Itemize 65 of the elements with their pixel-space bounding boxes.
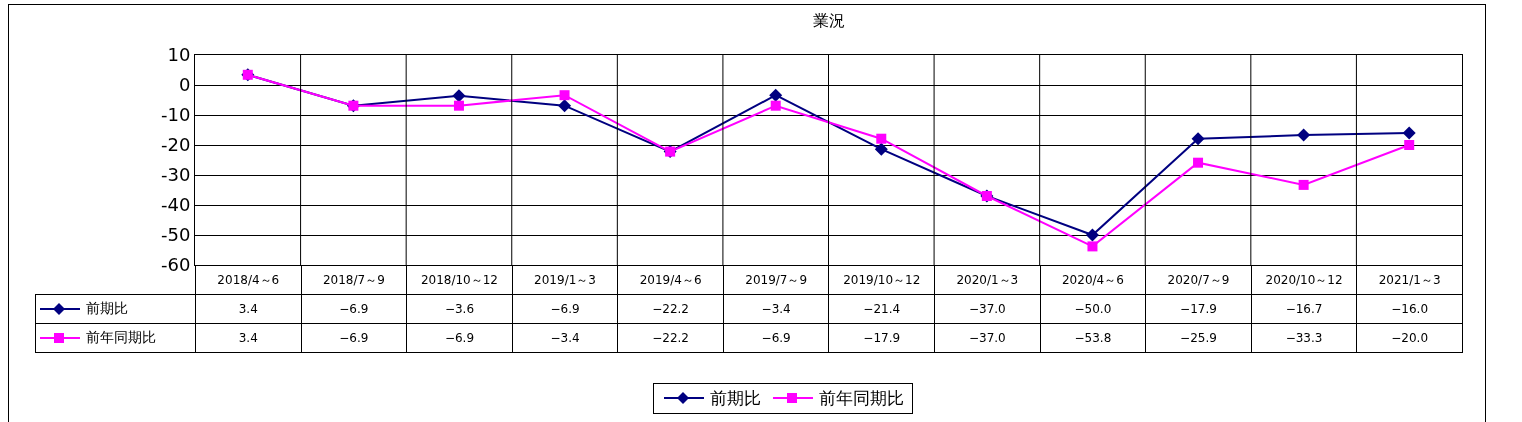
data-label: −3.4	[512, 323, 618, 353]
data-label: −16.7	[1251, 294, 1357, 324]
data-label: −25.9	[1145, 323, 1252, 353]
text: 前年同期比	[819, 387, 904, 408]
y-tick-label: 0	[178, 74, 191, 96]
data-label: −37.0	[934, 323, 1041, 353]
data-label: −21.4	[828, 294, 935, 324]
data-label: −3.4	[723, 294, 829, 324]
point	[876, 133, 887, 144]
point	[770, 100, 781, 111]
x-tick-label: 2020/4～6	[1040, 265, 1146, 295]
y-tick-label: -30	[160, 164, 191, 186]
x-tick-label: 2020/7～9	[1145, 265, 1252, 295]
y-tick-label: -40	[160, 194, 191, 216]
data-label: −37.0	[934, 294, 1041, 324]
y-tick-label: -50	[160, 224, 191, 246]
x-tick-label: 2020/10～12	[1251, 265, 1357, 295]
point	[1404, 140, 1415, 150]
point	[453, 100, 464, 111]
point	[1402, 126, 1416, 140]
x-tick-label: 2020/1～3	[934, 265, 1041, 295]
point	[1193, 157, 1204, 168]
legend-label: 前年同期比	[86, 329, 156, 345]
data-label: −6.9	[723, 323, 829, 353]
point	[558, 99, 572, 113]
x-tick-label: 2018/7～9	[301, 265, 407, 295]
data-label: 3.4	[195, 323, 302, 353]
data-label: −20.0	[1356, 323, 1463, 353]
x-tick-label: 2019/4～6	[617, 265, 724, 295]
data-label: −6.9	[512, 294, 618, 324]
data-label: −53.8	[1040, 323, 1146, 353]
y-tick-label: -10	[160, 104, 191, 126]
y-tick-label: -20	[160, 134, 191, 156]
point	[769, 88, 783, 102]
data-label: −22.2	[617, 294, 724, 324]
data-label: −33.3	[1251, 323, 1357, 353]
data-label: −6.9	[301, 294, 407, 324]
point	[1085, 228, 1099, 242]
x-tick-label: 2018/10～12	[406, 265, 513, 295]
x-tick-label: 2019/7～9	[723, 265, 829, 295]
x-tick-label: 2021/1～3	[1356, 265, 1463, 295]
x-tick-label: 2018/4～6	[195, 265, 302, 295]
data-label: 3.4	[195, 294, 302, 324]
y-tick-label: -60	[160, 254, 191, 276]
chart-title: 業況	[812, 10, 845, 30]
legend-label: 前期比	[86, 300, 128, 316]
point	[559, 90, 570, 101]
text: 前期比	[710, 387, 761, 408]
point	[1087, 241, 1098, 252]
point	[874, 142, 888, 156]
point	[1298, 179, 1309, 190]
data-label: −6.9	[301, 323, 407, 353]
data-label: −3.6	[406, 294, 513, 324]
y-tick-label: 10	[167, 44, 191, 66]
data-label: −22.2	[617, 323, 724, 353]
data-label: −16.0	[1356, 294, 1463, 324]
data-label: −6.9	[406, 323, 513, 353]
point	[1191, 132, 1205, 146]
data-label: −50.0	[1040, 294, 1146, 324]
point	[452, 89, 466, 103]
data-label: −17.9	[1145, 294, 1252, 324]
x-tick-label: 2019/1～3	[512, 265, 618, 295]
point	[1297, 128, 1311, 142]
data-label: −17.9	[828, 323, 935, 353]
x-tick-label: 2019/10～12	[828, 265, 935, 295]
